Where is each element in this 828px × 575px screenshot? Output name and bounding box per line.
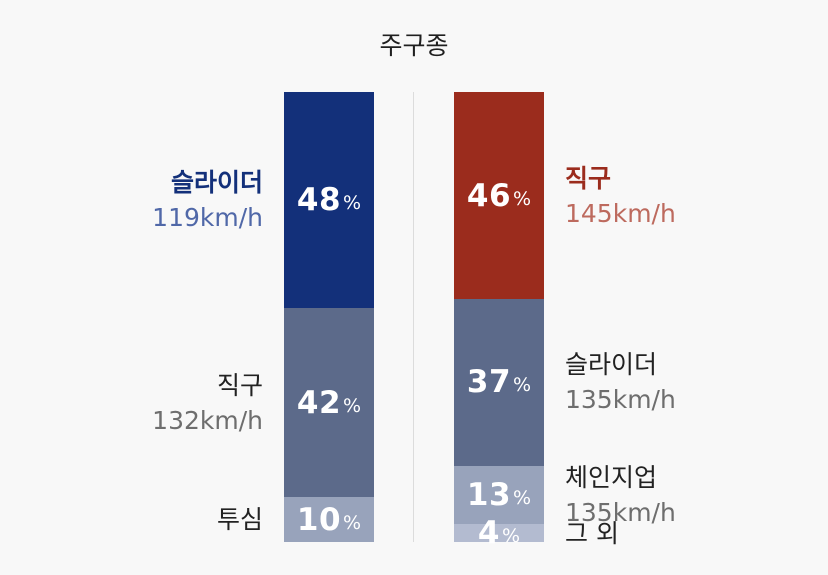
left-bar-segment: 48% [284, 92, 374, 308]
left-bar-segment: 10% [284, 497, 374, 542]
right-bar-segment: 13% [454, 465, 544, 524]
pitch-name: 직구 [565, 163, 612, 193]
percent-value: 37 [466, 364, 512, 401]
percent-sign: % [343, 511, 362, 534]
left-segment-label: 직구 132km/h [0, 308, 263, 497]
pitch-name: 투심 [216, 505, 263, 534]
pitch-name: 슬라이더 [565, 350, 658, 380]
percent-value: 48 [296, 182, 342, 218]
pitch-speed: 132km/h [152, 405, 263, 435]
pitch-name: 그 외 [565, 518, 619, 548]
percent-sign: % [502, 525, 521, 547]
pitch-speed: 135km/h [565, 385, 676, 415]
column-divider [413, 92, 414, 542]
left-bar-segment: 42% [284, 308, 374, 497]
left-segment-label: 슬라이더 119km/h [0, 92, 263, 308]
percent-value: 4 [477, 515, 500, 551]
percent-sign: % [513, 374, 532, 397]
pitch-speed: 119km/h [152, 203, 263, 232]
pitch-speed: 145km/h [565, 198, 676, 228]
pitch-name: 체인지업 [565, 462, 658, 492]
percent-sign: % [513, 486, 532, 509]
chart-title: 주구종 [379, 31, 449, 60]
right-segment-label: 그 외 [565, 519, 825, 548]
left-segment-label: 투심 [0, 497, 263, 542]
percent-value: 42 [296, 384, 342, 421]
right-bar-segment: 4% [454, 515, 544, 551]
pitch-name: 직구 [216, 370, 263, 400]
right-segment-label: 직구 145km/h [565, 92, 825, 299]
percent-sign: % [343, 192, 362, 214]
percent-value: 10 [296, 501, 342, 538]
right-bar-segment: 46% [454, 92, 544, 299]
percent-value: 46 [466, 177, 512, 214]
right-segment-label: 체인지업 135km/h [565, 463, 825, 527]
percent-value: 13 [466, 476, 512, 513]
right-bar-segment: 37% [454, 299, 544, 466]
percent-sign: % [513, 187, 532, 210]
percent-sign: % [343, 394, 362, 417]
pitch-speed: 135km/h [565, 497, 676, 527]
right-segment-label: 슬라이더 135km/h [565, 299, 825, 466]
pitch-name: 슬라이더 [170, 168, 263, 197]
